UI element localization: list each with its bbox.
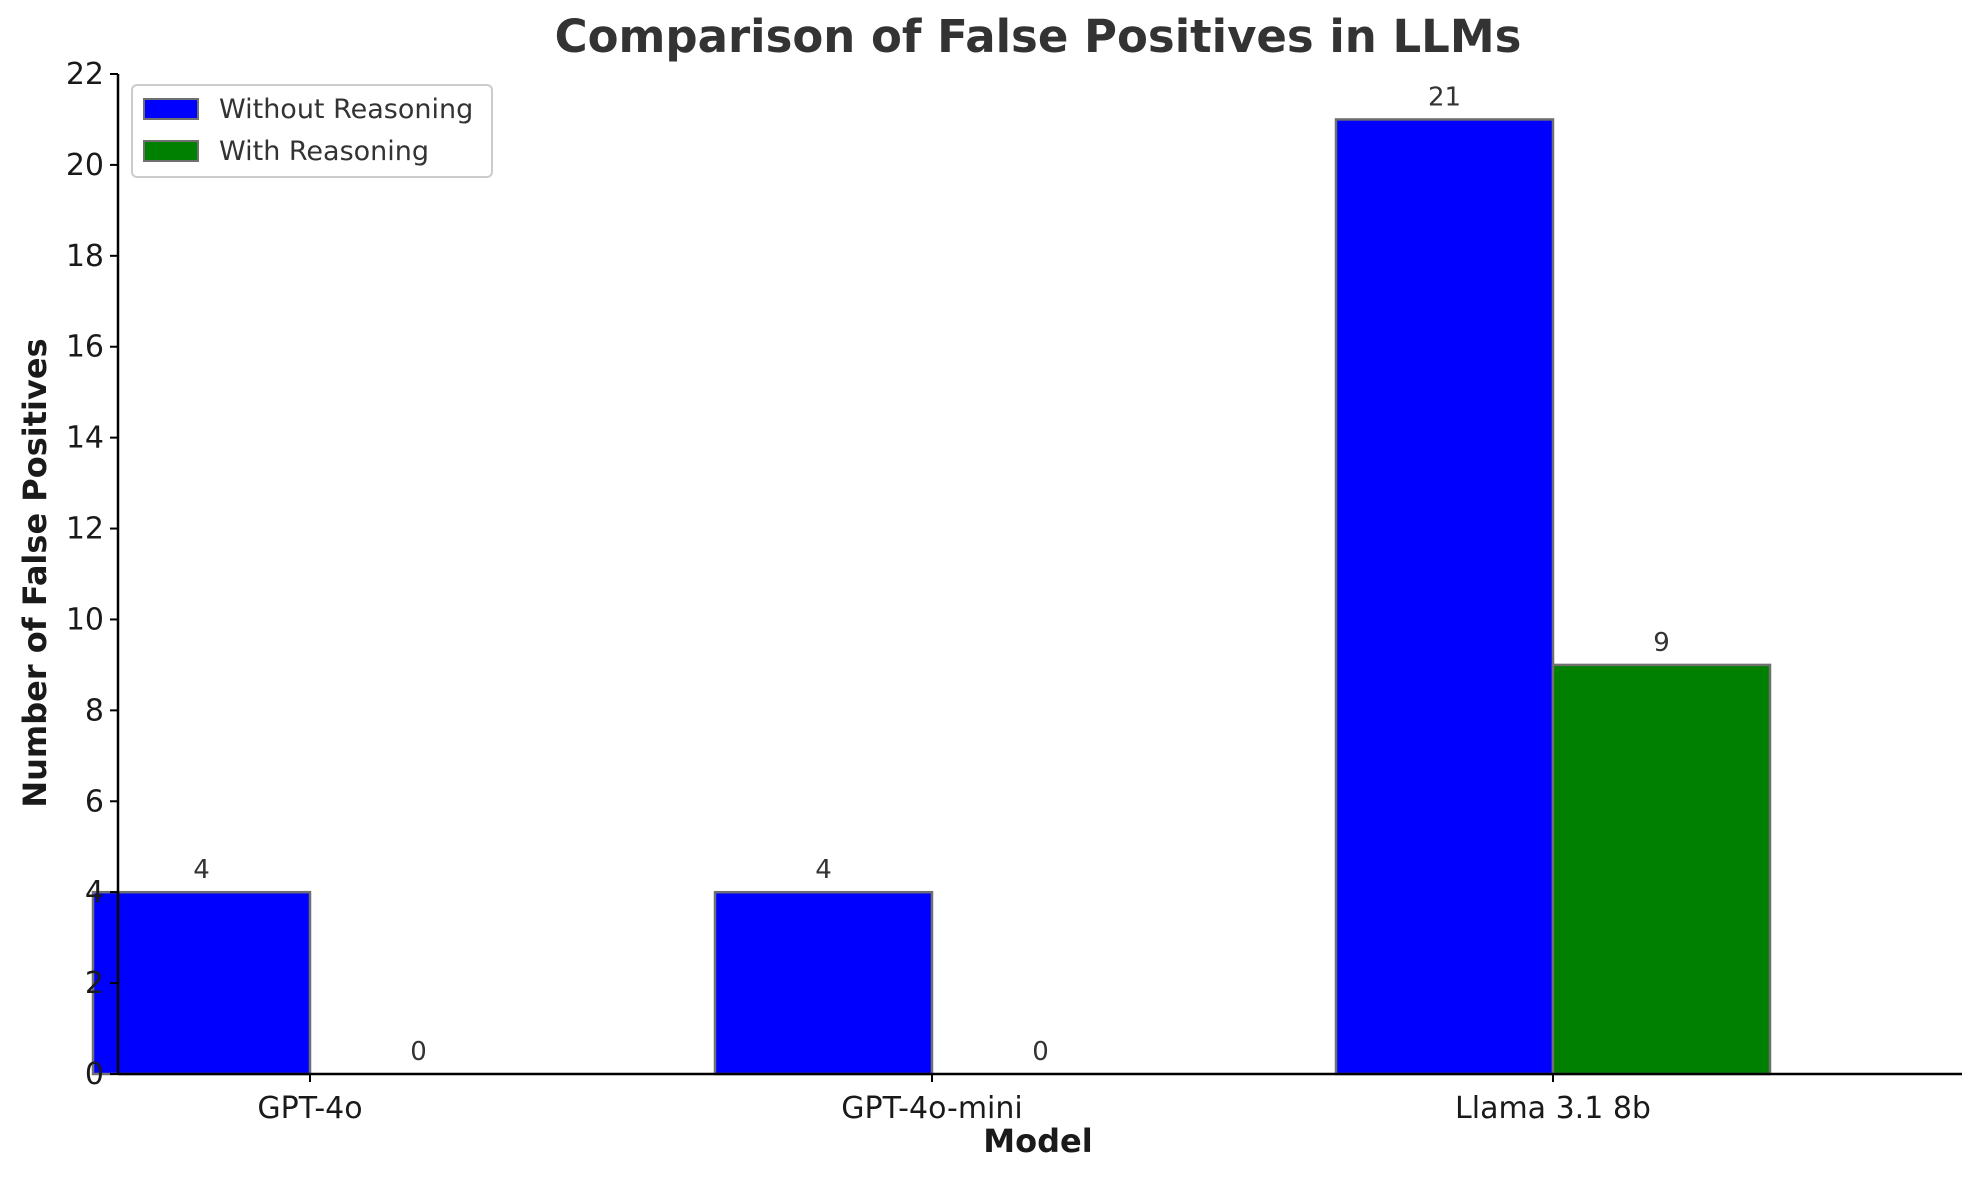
x-tick-label: Llama 3.1 8b bbox=[1455, 1091, 1651, 1126]
y-tick-label: 4 bbox=[85, 875, 104, 910]
bar bbox=[91, 890, 312, 1076]
y-axis-label: Number of False Positives bbox=[16, 338, 54, 807]
data-label: 21 bbox=[1428, 82, 1461, 112]
data-labels-group: 4 0 4 0 21 9 bbox=[193, 82, 1670, 1067]
x-axis-label: Model bbox=[983, 1122, 1092, 1160]
y-tick-label: 6 bbox=[85, 784, 104, 819]
bar bbox=[1334, 118, 1555, 1076]
data-label: 4 bbox=[815, 855, 832, 885]
bar bbox=[1551, 663, 1772, 1076]
legend-label: Without Reasoning bbox=[219, 94, 473, 125]
legend-frame bbox=[131, 84, 493, 178]
y-tick-label: 22 bbox=[66, 57, 104, 92]
y-tick-label: 0 bbox=[85, 1057, 104, 1092]
y-tick-label: 12 bbox=[66, 512, 104, 547]
data-label: 4 bbox=[193, 855, 210, 885]
legend-swatch bbox=[143, 98, 199, 120]
chart-title: Comparison of False Positives in LLMs bbox=[555, 10, 1522, 63]
y-tick-label: 16 bbox=[66, 330, 104, 365]
y-tick-label: 8 bbox=[85, 693, 104, 728]
y-tick-label: 20 bbox=[66, 148, 104, 183]
y-axis-ticks: 0 2 4 6 8 10 12 14 16 18 20 22 bbox=[66, 57, 118, 1092]
x-axis-ticks: GPT-4o GPT-4o-mini Llama 3.1 8b bbox=[257, 1074, 1651, 1126]
bars-group bbox=[91, 118, 1772, 1076]
x-tick-label: GPT-4o-mini bbox=[841, 1091, 1022, 1126]
y-tick-label: 18 bbox=[66, 239, 104, 274]
data-label: 0 bbox=[410, 1037, 427, 1067]
y-tick-label: 10 bbox=[66, 602, 104, 637]
legend-swatch bbox=[143, 140, 199, 162]
legend[interactable]: Without Reasoning With Reasoning bbox=[131, 84, 493, 178]
bar bbox=[713, 890, 934, 1076]
y-tick-label: 14 bbox=[66, 421, 104, 456]
y-tick-label: 2 bbox=[85, 966, 104, 1001]
data-label: 0 bbox=[1032, 1037, 1049, 1067]
legend-label: With Reasoning bbox=[219, 136, 429, 167]
data-label: 9 bbox=[1653, 628, 1670, 658]
x-tick-label: GPT-4o bbox=[257, 1091, 362, 1126]
